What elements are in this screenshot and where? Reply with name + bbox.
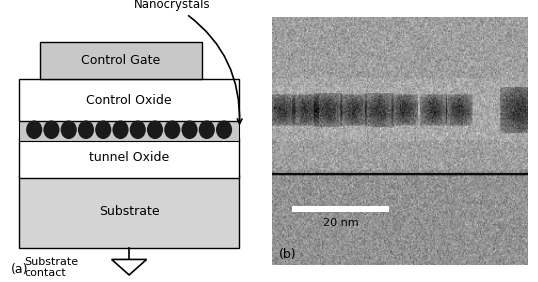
Bar <box>19 138 239 178</box>
Ellipse shape <box>147 120 163 139</box>
Ellipse shape <box>26 120 43 139</box>
Ellipse shape <box>130 120 146 139</box>
Text: Substrate
contact: Substrate contact <box>24 257 79 278</box>
Text: tunnel Oxide: tunnel Oxide <box>89 151 169 164</box>
Bar <box>19 118 239 141</box>
Bar <box>19 79 239 121</box>
Text: Control Gate: Control Gate <box>81 54 161 67</box>
Text: Substrate: Substrate <box>99 205 159 218</box>
Polygon shape <box>112 259 146 275</box>
Text: (b): (b) <box>279 248 297 261</box>
Bar <box>40 42 202 79</box>
Bar <box>292 206 390 212</box>
Ellipse shape <box>44 120 60 139</box>
Text: Nanocrystals: Nanocrystals <box>134 0 242 124</box>
Ellipse shape <box>95 120 111 139</box>
Ellipse shape <box>164 120 180 139</box>
Ellipse shape <box>181 120 197 139</box>
Ellipse shape <box>112 120 129 139</box>
Ellipse shape <box>199 120 215 139</box>
Text: (a): (a) <box>11 263 29 276</box>
Text: Control Oxide: Control Oxide <box>86 94 172 107</box>
Ellipse shape <box>61 120 77 139</box>
Ellipse shape <box>216 120 232 139</box>
Bar <box>19 175 239 248</box>
Ellipse shape <box>78 120 94 139</box>
Text: 20 nm: 20 nm <box>323 218 358 228</box>
